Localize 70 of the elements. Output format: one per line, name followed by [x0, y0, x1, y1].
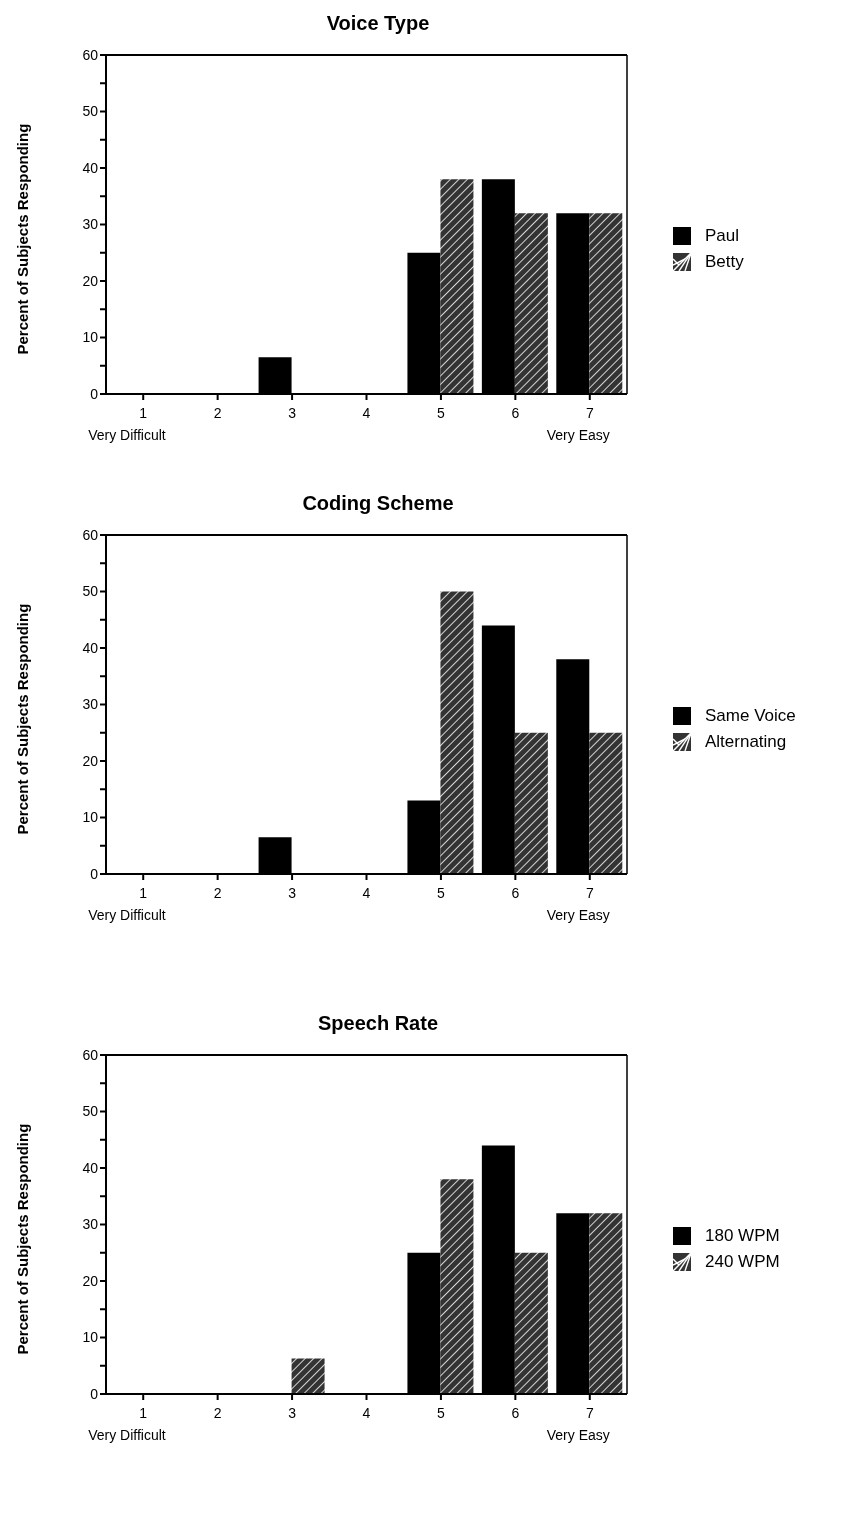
- y-axis-title: Percent of Subjects Responding: [14, 603, 32, 835]
- y-axis-title: Percent of Subjects Responding: [14, 1123, 32, 1355]
- text: Very Difficult: [88, 907, 166, 923]
- text: 240 WPM: [705, 1252, 780, 1272]
- x-tick-label: 5: [437, 405, 446, 421]
- x-tick-label: 2: [213, 1405, 222, 1421]
- y-tick-label: 60: [82, 1046, 99, 1063]
- y-tick-label: 0: [90, 1385, 99, 1402]
- x-tick-label: 3: [288, 885, 297, 901]
- y-tick-label: 50: [82, 583, 99, 600]
- y-tick-label: 30: [82, 1216, 99, 1233]
- y-tick-label: 10: [82, 329, 99, 346]
- y-tick-label: 0: [90, 385, 99, 402]
- y-tick-label: 50: [82, 103, 99, 120]
- x-tick-label: 1: [139, 405, 148, 421]
- text: Betty: [705, 252, 744, 272]
- bar: [440, 1179, 474, 1394]
- x-tick-label: 6: [511, 405, 520, 421]
- y-tick-label: 20: [82, 752, 99, 769]
- y-tick-label: 40: [82, 159, 99, 176]
- x-tick-label: 3: [288, 1405, 297, 1421]
- y-axis-title: Percent of Subjects Responding: [14, 123, 32, 355]
- x-tick-label: 6: [511, 885, 520, 901]
- x-tick-label: 4: [362, 405, 371, 421]
- chart-title: Coding Scheme: [301, 492, 455, 515]
- y-tick-label: 0: [90, 865, 99, 882]
- chart-title: Voice Type: [325, 12, 431, 35]
- x-tick-label: 5: [437, 885, 446, 901]
- chart-title: Speech Rate: [316, 1012, 440, 1035]
- x-tick-label: 7: [585, 885, 594, 901]
- x-tick-label: 6: [511, 1405, 520, 1421]
- bar: [514, 213, 548, 394]
- x-tick-label: 4: [362, 1405, 371, 1421]
- y-tick-label: 30: [82, 216, 99, 233]
- x-tick-label: 7: [585, 1405, 594, 1421]
- x-tick-label: 7: [585, 405, 594, 421]
- legend-label: Paul: [705, 226, 740, 246]
- text: Very Difficult: [88, 427, 166, 443]
- text: Very Easy: [546, 907, 610, 923]
- x-tick-label: 2: [213, 405, 222, 421]
- x-tick-label: 5: [437, 1405, 446, 1421]
- y-tick-label: 20: [82, 1272, 99, 1289]
- bar: [589, 732, 623, 874]
- y-tick-label: 40: [82, 639, 99, 656]
- bar: [589, 1213, 623, 1394]
- text: Alternating: [705, 732, 787, 752]
- x-tick-label: 1: [139, 1405, 148, 1421]
- bar: [514, 732, 548, 874]
- y-tick-label: 60: [82, 526, 99, 543]
- x-tick-label: 4: [362, 885, 371, 901]
- x-tick-label: 2: [213, 885, 222, 901]
- y-tick-label: 50: [82, 1103, 99, 1120]
- bar: [589, 213, 623, 394]
- bar: [291, 1358, 325, 1394]
- text: Very Easy: [546, 1427, 610, 1443]
- y-tick-label: 30: [82, 696, 99, 713]
- y-tick-label: 10: [82, 1329, 99, 1346]
- y-tick-label: 40: [82, 1159, 99, 1176]
- legend-label: 180 WPM: [705, 1226, 780, 1246]
- bar: [440, 591, 474, 874]
- legend-label: Same Voice: [705, 706, 796, 726]
- y-tick-label: 20: [82, 272, 99, 289]
- x-tick-label: 1: [139, 885, 148, 901]
- text: Very Difficult: [88, 1427, 166, 1443]
- x-tick-label: 3: [288, 405, 297, 421]
- text: Very Easy: [546, 427, 610, 443]
- bar: [514, 1252, 548, 1394]
- y-tick-label: 10: [82, 809, 99, 826]
- y-tick-label: 60: [82, 46, 99, 63]
- bar: [440, 179, 474, 394]
